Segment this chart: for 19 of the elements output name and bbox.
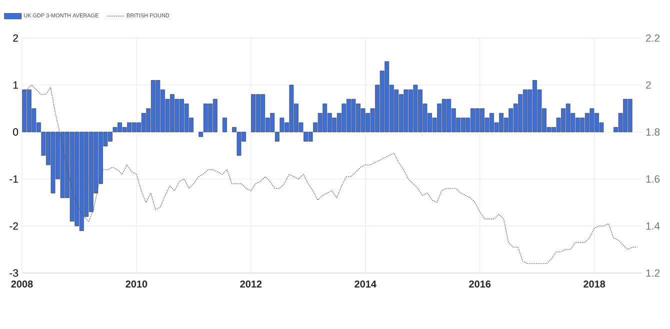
y-tick-label: -1 <box>10 175 18 183</box>
y-tick-label: 2 <box>13 34 18 42</box>
y2-tick-label: 2 <box>646 81 651 89</box>
x-tick-label: 2016 <box>469 280 491 288</box>
y-tick-label: 1 <box>13 81 18 89</box>
x-tick-label: 2018 <box>584 280 606 288</box>
y2-tick-label: 1.8 <box>646 128 660 136</box>
x-tick-label: 2012 <box>240 280 262 288</box>
y2-tick-label: 1.2 <box>646 269 660 277</box>
x-tick-label: 2008 <box>11 280 33 288</box>
y-tick-label: -3 <box>10 269 18 277</box>
y2-tick-label: 1.4 <box>646 222 660 230</box>
bar <box>222 118 227 132</box>
y-tick-label: 0 <box>13 128 18 136</box>
y2-tick-label: 1.6 <box>646 175 660 183</box>
x-tick-label: 2014 <box>354 280 376 288</box>
y2-tick-label: 2.2 <box>646 34 660 42</box>
x-tick-label: 2010 <box>126 280 148 288</box>
y-tick-label: -2 <box>10 222 18 230</box>
